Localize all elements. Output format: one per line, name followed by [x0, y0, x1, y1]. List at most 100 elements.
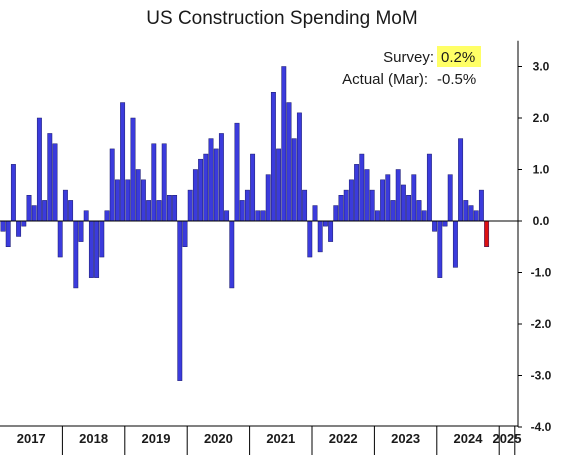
bar-69: [354, 164, 360, 222]
bar-4: [16, 220, 22, 237]
bar-15: [73, 220, 79, 289]
y-tick-label: -3.0: [531, 369, 552, 383]
y-tick-label: -4.0: [531, 420, 552, 434]
y-tick-label: -2.0: [531, 317, 552, 331]
bar-67: [343, 189, 349, 222]
bar-77: [395, 169, 401, 222]
bar-80: [411, 174, 417, 222]
bar-2: [5, 220, 11, 247]
bar-76: [390, 200, 396, 222]
bar-79: [406, 195, 412, 222]
bar-71: [364, 169, 370, 222]
bar-93: [478, 189, 484, 222]
bar-7: [31, 205, 37, 222]
bar-24: [120, 102, 126, 222]
x-year-label: 2020: [204, 431, 233, 446]
x-year-label: 2023: [391, 431, 420, 446]
bar-6: [26, 195, 32, 222]
bar-17: [83, 210, 89, 222]
bar-48: [244, 189, 250, 222]
bar-89: [458, 138, 464, 222]
bar-45: [229, 220, 235, 289]
bar-60: [307, 220, 313, 258]
y-tick-label: 0.0: [533, 214, 550, 228]
x-year-label: 2017: [17, 431, 46, 446]
bar-90: [463, 200, 469, 222]
bar-42: [213, 148, 219, 222]
bar-72: [369, 189, 375, 222]
chart-title: US Construction Spending MoM: [146, 8, 417, 29]
bar-52: [265, 174, 271, 222]
bar-86: [442, 220, 448, 227]
bar-70: [359, 153, 365, 222]
bar-34: [172, 195, 178, 222]
bar-12: [57, 220, 63, 258]
bar-82: [421, 210, 427, 222]
bar-68: [348, 179, 354, 222]
bar-49: [250, 153, 256, 222]
bar-88: [452, 220, 458, 268]
bar-18: [88, 220, 94, 278]
bar-75: [385, 174, 391, 222]
bar-41: [208, 138, 214, 222]
bar-39: [198, 158, 204, 222]
actual-value: -0.5%: [437, 71, 476, 88]
bar-43: [218, 133, 224, 222]
bar-51: [260, 210, 266, 222]
bar-57: [291, 138, 297, 222]
bar-58: [296, 112, 302, 222]
bar-32: [161, 143, 167, 222]
bar-56: [286, 102, 292, 222]
bar-54: [276, 148, 282, 222]
bar-53: [270, 92, 276, 222]
survey-value: 0.2%: [441, 49, 475, 66]
bar-13: [62, 189, 68, 222]
bar-40: [203, 153, 209, 222]
bar-92: [473, 210, 479, 222]
bar-74: [380, 179, 386, 222]
bar-33: [166, 195, 172, 222]
bar-85: [437, 220, 443, 278]
bar-27: [135, 169, 141, 222]
bar-44: [224, 210, 230, 222]
bar-83: [426, 153, 432, 222]
x-year-label: 2018: [79, 431, 108, 446]
bar-61: [312, 205, 318, 222]
bar-73: [374, 210, 380, 222]
bar-47: [239, 200, 245, 222]
y-axis: 3.0 2.0 1.0 0.0 -1.0 -2.0 -3.0 -4.0: [517, 40, 552, 434]
bar-66: [338, 195, 344, 222]
bar-9: [42, 200, 48, 222]
x-year-label: 2022: [329, 431, 358, 446]
bar-38: [192, 169, 198, 222]
bar-91: [468, 205, 474, 222]
bar-1: [0, 220, 6, 232]
bar-31: [156, 200, 162, 222]
bar-25: [125, 179, 131, 222]
survey-label: Survey:: [383, 49, 434, 66]
bar-5: [21, 220, 27, 227]
actual-label: Actual (Mar):: [342, 71, 428, 88]
bar-78: [400, 184, 406, 222]
y-tick-label: 3.0: [533, 60, 550, 74]
bar-46: [234, 122, 240, 222]
bar-64: [328, 220, 334, 242]
bar-14: [68, 200, 74, 222]
bar-35: [177, 220, 183, 381]
y-tick-label: 2.0: [533, 111, 550, 125]
bar-50: [255, 210, 261, 222]
bar-36: [182, 220, 188, 247]
bar-84: [432, 220, 438, 232]
x-year-label: 2019: [142, 431, 171, 446]
bar-8: [36, 117, 42, 222]
bar-26: [130, 117, 136, 222]
x-year-label: 2024: [454, 431, 484, 446]
bar-3: [10, 164, 16, 222]
y-tick-label: 1.0: [533, 163, 550, 177]
bar-55: [281, 66, 287, 222]
bar-20: [99, 220, 105, 258]
bar-10: [47, 133, 53, 222]
x-axis: 2017 2018 2019 2020 2021 2022 2023 2024 2025: [0, 425, 521, 455]
bar-81: [416, 200, 422, 222]
